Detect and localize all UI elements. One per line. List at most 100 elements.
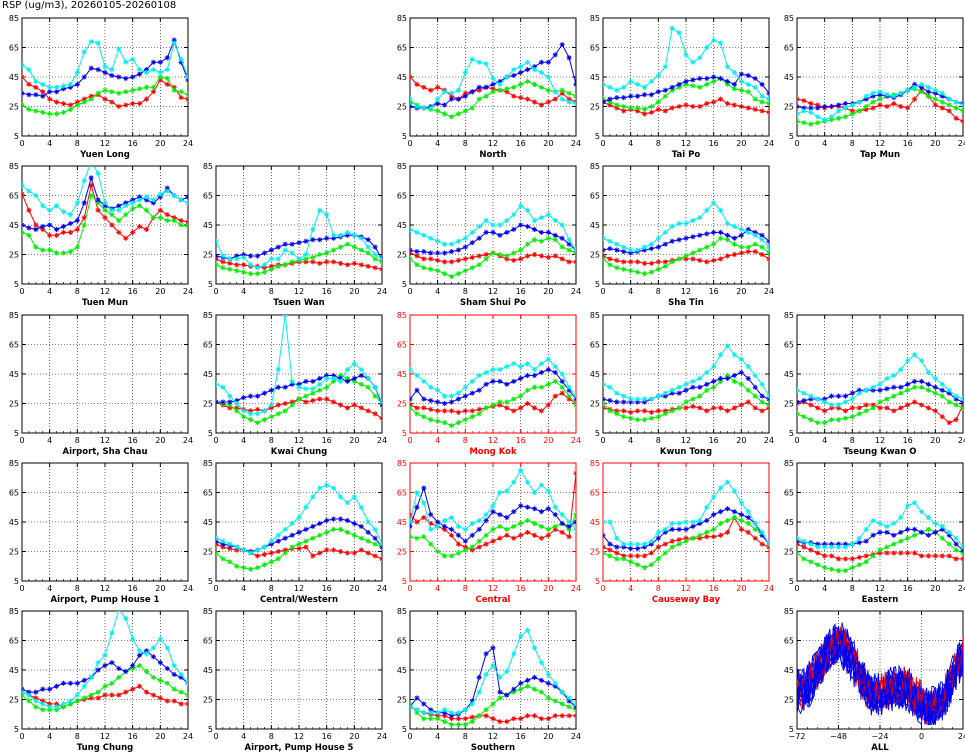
- y-tick-label: 45: [203, 370, 213, 379]
- y-tick-label: 25: [9, 251, 19, 260]
- data-point: [365, 384, 371, 390]
- data-point: [759, 541, 765, 547]
- data-point: [545, 74, 551, 80]
- data-point: [752, 106, 758, 113]
- data-point: [365, 519, 371, 525]
- data-point: [490, 716, 496, 722]
- data-point: [731, 235, 738, 241]
- data-point: [344, 366, 351, 373]
- data-point: [697, 247, 703, 253]
- data-point: [227, 559, 233, 565]
- data-point: [220, 399, 226, 405]
- data-point: [410, 396, 413, 402]
- data-point: [81, 215, 87, 221]
- data-point: [26, 698, 32, 704]
- data-point: [697, 517, 703, 524]
- data-point: [372, 384, 378, 390]
- data-point: [136, 194, 143, 200]
- data-point: [497, 689, 503, 695]
- x-tick-label: 12: [875, 139, 885, 148]
- data-point: [911, 526, 918, 532]
- data-point: [428, 417, 434, 423]
- data-point: [655, 556, 661, 562]
- data-point: [683, 220, 689, 227]
- data-point: [745, 399, 751, 405]
- data-point: [711, 99, 717, 105]
- data-point: [241, 251, 247, 258]
- data-point: [441, 89, 448, 95]
- chart-title: Southern: [471, 743, 515, 753]
- data-point: [932, 553, 938, 559]
- data-point: [254, 265, 261, 271]
- data-point: [53, 226, 60, 233]
- data-point: [946, 108, 952, 114]
- data-point: [53, 701, 60, 707]
- data-point: [469, 378, 475, 384]
- data-point: [317, 375, 323, 382]
- composite-line: [797, 628, 963, 717]
- y-tick-label: 5: [14, 132, 19, 141]
- x-tick-label: 12: [294, 436, 304, 445]
- data-point: [150, 84, 157, 90]
- data-point: [22, 229, 25, 235]
- data-point: [130, 665, 136, 672]
- data-point: [462, 244, 468, 250]
- data-point: [95, 689, 101, 695]
- data-point: [545, 87, 551, 93]
- data-point: [704, 387, 710, 393]
- data-point: [40, 223, 46, 230]
- data-point: [95, 40, 101, 46]
- data-point: [953, 105, 959, 111]
- data-point: [410, 366, 413, 373]
- data-point: [67, 81, 74, 87]
- data-point: [143, 689, 150, 695]
- data-point: [102, 64, 108, 70]
- y-tick-label: 25: [590, 103, 600, 112]
- x-tick-label: 8: [463, 287, 468, 296]
- chart-title: Sham Shui Po: [460, 298, 526, 308]
- data-point: [504, 89, 510, 95]
- data-point: [856, 405, 862, 411]
- data-point: [905, 87, 911, 93]
- data-point: [40, 109, 46, 115]
- data-point: [870, 387, 876, 393]
- data-point: [545, 506, 551, 512]
- data-point: [697, 75, 703, 82]
- data-point: [421, 405, 427, 411]
- data-point: [220, 538, 226, 544]
- data-point: [870, 402, 876, 408]
- data-point: [842, 541, 849, 547]
- data-point: [697, 232, 703, 238]
- data-point: [918, 553, 925, 559]
- data-point: [815, 544, 821, 550]
- data-point: [421, 701, 427, 707]
- x-tick-label: 20: [543, 732, 553, 741]
- data-point: [123, 235, 129, 241]
- data-point: [469, 105, 475, 111]
- data-point: [621, 393, 627, 399]
- x-tick-label: 0: [600, 436, 605, 445]
- data-point: [317, 207, 323, 213]
- data-point: [731, 223, 738, 230]
- data-point: [123, 102, 129, 108]
- data-point: [216, 253, 219, 259]
- data-point: [552, 52, 558, 58]
- data-point: [932, 96, 938, 102]
- data-point: [81, 96, 87, 102]
- x-tick-label: 20: [155, 436, 165, 445]
- data-point: [171, 698, 177, 704]
- data-point: [808, 109, 814, 115]
- data-point: [455, 409, 462, 415]
- data-point: [310, 535, 316, 541]
- data-point: [717, 75, 724, 82]
- data-point: [566, 713, 572, 719]
- data-point: [918, 84, 925, 90]
- x-tick-label: 12: [294, 732, 304, 741]
- data-point: [136, 683, 143, 689]
- data-point: [717, 520, 724, 527]
- data-point: [310, 397, 316, 404]
- data-point: [828, 553, 835, 559]
- data-point: [171, 192, 177, 199]
- x-tick-label: 16: [128, 287, 138, 296]
